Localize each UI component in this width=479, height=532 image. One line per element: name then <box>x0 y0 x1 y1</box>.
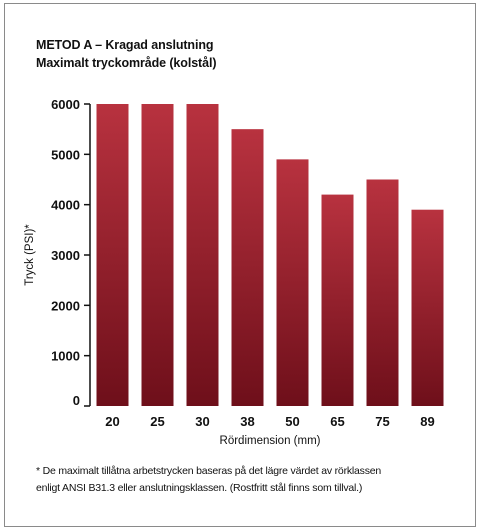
x-tick-label: 65 <box>330 414 344 429</box>
bar-75 <box>366 179 399 406</box>
chart-subtitle: Maximalt tryckområde (kolstål) <box>36 56 217 70</box>
y-tick-label: 5000 <box>51 147 80 162</box>
x-tick-label: 38 <box>240 414 254 429</box>
x-tick-label: 50 <box>285 414 299 429</box>
y-axis: 0 1000 2000 3000 4000 5000 6000 <box>51 97 91 408</box>
footnote-line-2: enligt ANSI B31.3 eller anslutningsklass… <box>36 482 363 494</box>
x-axis: 20 25 30 38 50 65 75 89 <box>105 414 434 429</box>
y-tick-label: 3000 <box>51 248 80 263</box>
bar-20 <box>96 104 129 406</box>
y-tick-label: 6000 <box>51 97 80 112</box>
footnote: * De maximalt tillåtna arbetstrycken bas… <box>36 463 466 497</box>
bars-group <box>96 104 444 406</box>
bar-50 <box>276 159 309 406</box>
x-tick-label: 89 <box>420 414 434 429</box>
x-axis-label: Rördimension (mm) <box>220 435 321 447</box>
y-tick-label: 0 <box>73 393 80 408</box>
y-tick-label: 2000 <box>51 298 80 313</box>
x-tick-label: 30 <box>195 414 209 429</box>
x-tick-label: 25 <box>150 414 164 429</box>
x-tick-label: 75 <box>375 414 389 429</box>
bar-38 <box>231 129 264 406</box>
chart-title-block: METOD A – Kragad anslutning Maximalt try… <box>36 36 217 72</box>
bar-89 <box>411 209 444 406</box>
bar-25 <box>141 104 174 406</box>
y-tick-label: 4000 <box>51 198 80 213</box>
y-axis-label: Tryck (PSI)* <box>24 224 36 286</box>
bar-30 <box>186 104 219 406</box>
y-tick-label: 1000 <box>51 349 80 364</box>
footnote-line-1: * De maximalt tillåtna arbetstrycken bas… <box>36 465 382 477</box>
x-tick-label: 20 <box>105 414 119 429</box>
chart-title: METOD A – Kragad anslutning <box>36 38 214 52</box>
bar-65 <box>321 194 354 406</box>
